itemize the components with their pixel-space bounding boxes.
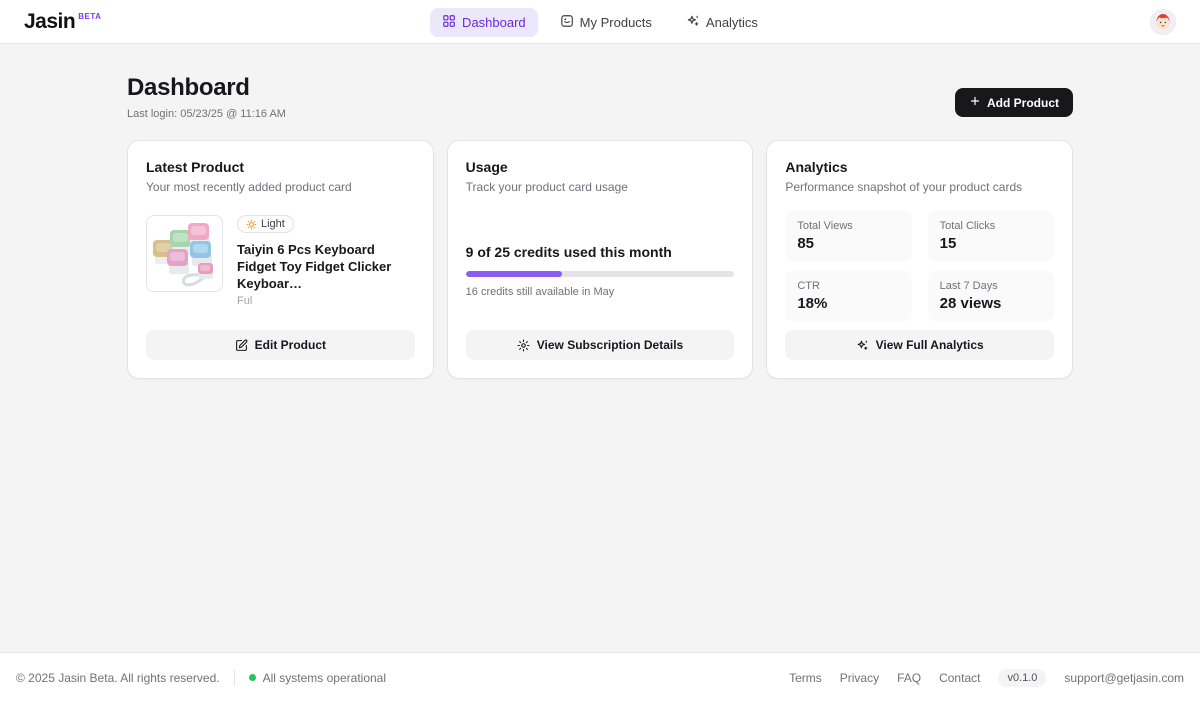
copyright-text: © 2025 Jasin Beta. All rights reserved. bbox=[16, 670, 220, 685]
footer-link-contact[interactable]: Contact bbox=[939, 670, 981, 685]
product-image bbox=[146, 215, 223, 292]
analytics-stats-grid: Total Views 85 Total Clicks 15 CTR 18% L… bbox=[785, 211, 1054, 321]
page-header: Dashboard Last login: 05/23/25 @ 11:16 A… bbox=[127, 74, 1073, 120]
beta-tag: BETA bbox=[78, 11, 102, 21]
footer-link-terms[interactable]: Terms bbox=[789, 670, 822, 685]
credits-used-text: 9 of 25 credits used this month bbox=[465, 244, 672, 260]
product-row: Light Taiyin 6 Pcs Keyboard Fidget Toy F… bbox=[146, 215, 415, 307]
view-full-analytics-button[interactable]: View Full Analytics bbox=[785, 330, 1054, 360]
brand-logo[interactable]: Jasin BETA bbox=[24, 10, 101, 34]
nav-item-label: Analytics bbox=[705, 14, 758, 30]
stat-last-7-days: Last 7 Days 28 views bbox=[927, 271, 1054, 321]
card-subtitle: Your most recently added product card bbox=[146, 180, 352, 194]
footer-link-faq[interactable]: FAQ bbox=[897, 670, 922, 685]
sun-icon bbox=[246, 219, 257, 230]
add-product-button[interactable]: Add Product bbox=[955, 88, 1073, 117]
card-subtitle: Track your product card usage bbox=[465, 180, 628, 194]
stat-total-clicks: Total Clicks 15 bbox=[927, 211, 1054, 261]
product-title: Taiyin 6 Pcs Keyboard Fidget Toy Fidget … bbox=[237, 241, 392, 291]
version-badge: v0.1.0 bbox=[998, 668, 1047, 687]
sparkles-icon bbox=[686, 14, 700, 31]
nav-item-analytics[interactable]: Analytics bbox=[674, 8, 770, 37]
nav-item-label: Dashboard bbox=[462, 14, 526, 30]
view-subscription-button[interactable]: View Subscription Details bbox=[465, 330, 735, 360]
page-footer: © 2025 Jasin Beta. All rights reserved. … bbox=[0, 652, 1200, 702]
brand-name: Jasin bbox=[24, 9, 76, 33]
product-snippet: Ful bbox=[237, 294, 253, 307]
edit-icon bbox=[235, 339, 248, 352]
user-avatar[interactable] bbox=[1150, 8, 1176, 35]
plus-icon bbox=[969, 95, 981, 110]
edit-product-button[interactable]: Edit Product bbox=[146, 330, 415, 360]
main-nav: Dashboard My Products Analytics bbox=[430, 0, 770, 44]
credits-progress-bar bbox=[465, 271, 735, 277]
credits-remaining-text: 16 credits still available in May bbox=[465, 286, 615, 298]
page-title: Dashboard bbox=[127, 74, 250, 101]
support-email[interactable]: support@getjasin.com bbox=[1064, 670, 1184, 685]
product-info: Light Taiyin 6 Pcs Keyboard Fidget Toy F… bbox=[237, 215, 415, 307]
system-status: All systems operational bbox=[248, 670, 387, 685]
nav-item-label: My Products bbox=[579, 14, 652, 30]
nav-item-dashboard[interactable]: Dashboard bbox=[430, 7, 538, 37]
status-dot-icon bbox=[248, 674, 256, 681]
latest-product-card: Latest Product Your most recently added … bbox=[127, 140, 434, 379]
card-title: Analytics bbox=[785, 159, 848, 175]
layout-grid-icon bbox=[442, 14, 456, 31]
status-text: All systems operational bbox=[262, 670, 387, 685]
usage-card: Usage Track your product card usage 9 of… bbox=[446, 140, 754, 379]
sparkles-icon bbox=[856, 339, 869, 352]
theme-badge: Light bbox=[237, 215, 294, 233]
card-subtitle: Performance snapshot of your product car… bbox=[785, 180, 1023, 194]
nav-item-my-products[interactable]: My Products bbox=[548, 8, 664, 37]
top-header: Jasin BETA Dashboard My Products Analyti… bbox=[0, 0, 1200, 44]
card-title: Usage bbox=[465, 159, 508, 175]
footer-link-privacy[interactable]: Privacy bbox=[839, 670, 880, 685]
analytics-card: Analytics Performance snapshot of your p… bbox=[766, 140, 1073, 379]
stat-total-views: Total Views 85 bbox=[785, 211, 912, 261]
dashboard-cards: Latest Product Your most recently added … bbox=[127, 140, 1073, 379]
credits-progress-fill bbox=[465, 271, 563, 277]
stat-ctr: CTR 18% bbox=[785, 271, 912, 321]
main-content: Dashboard Last login: 05/23/25 @ 11:16 A… bbox=[0, 44, 1200, 652]
product-card-icon bbox=[560, 14, 574, 31]
footer-divider bbox=[233, 669, 235, 686]
last-login-text: Last login: 05/23/25 @ 11:16 AM bbox=[127, 108, 286, 120]
card-title: Latest Product bbox=[146, 159, 245, 175]
gear-icon bbox=[517, 339, 530, 352]
